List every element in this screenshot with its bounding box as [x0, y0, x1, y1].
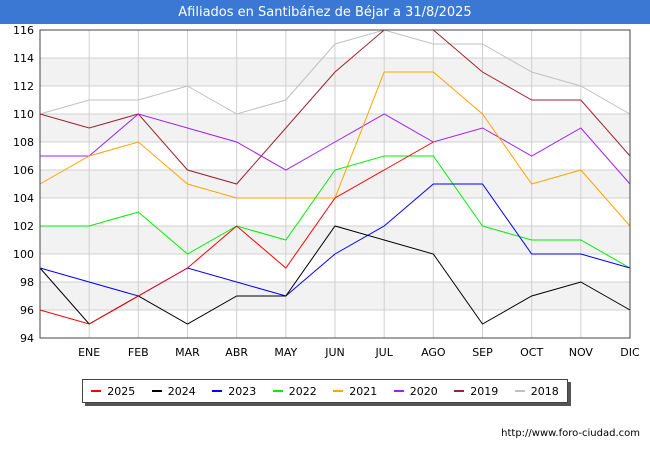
- series-line-2018: [39, 29, 631, 115]
- legend-item-2025: 2025: [91, 385, 135, 398]
- legend-swatch: [272, 390, 283, 392]
- y-tick-label: 110: [13, 108, 34, 121]
- legend-swatch: [333, 390, 344, 392]
- series-line-2025: [39, 141, 434, 325]
- y-tick-label: 104: [13, 192, 34, 205]
- x-tick-label: ENE: [78, 346, 100, 359]
- legend-swatch: [151, 390, 162, 392]
- legend-swatch: [514, 390, 525, 392]
- legend: 2025 2024 2023 2022 2021 2020 2019 2018: [82, 379, 568, 403]
- legend-label: 2025: [107, 384, 136, 398]
- legend-swatch: [212, 390, 223, 392]
- y-tick-label: 106: [13, 164, 34, 177]
- legend-swatch: [91, 390, 102, 392]
- y-tick-label: 114: [13, 52, 34, 65]
- chart-title: Afiliados en Santibáñez de Béjar a 31/8/…: [0, 0, 650, 24]
- series-line-2020: [40, 113, 631, 185]
- legend-item-2021: 2021: [333, 385, 377, 398]
- x-tick-label: JUN: [324, 346, 345, 359]
- legend-swatch: [454, 390, 465, 392]
- legend-label: 2019: [470, 384, 499, 398]
- y-tick-label: 102: [13, 220, 34, 233]
- x-tick-label: FEB: [128, 346, 149, 359]
- y-tick-label: 98: [20, 276, 34, 289]
- legend-label: 2023: [228, 384, 257, 398]
- legend-label: 2022: [288, 384, 317, 398]
- y-tick-label: 96: [20, 304, 34, 317]
- legend-item-2023: 2023: [212, 385, 256, 398]
- legend-item-2018: 2018: [514, 384, 559, 398]
- legend-swatch: [393, 390, 404, 392]
- legend-label: 2024: [167, 384, 196, 398]
- series-line-2022: [40, 155, 631, 269]
- y-tick-label: 112: [13, 80, 34, 93]
- x-tick-label: SEP: [472, 346, 493, 359]
- y-tick-label: 100: [13, 248, 34, 261]
- legend-label: 2020: [409, 384, 438, 398]
- x-tick-label: MAR: [175, 346, 200, 359]
- legend-item-2022: 2022: [272, 384, 317, 398]
- plot-frame: [39, 29, 631, 339]
- y-tick-label: 108: [13, 136, 34, 149]
- x-tick-label: ABR: [225, 346, 248, 359]
- legend-label: 2021: [349, 384, 378, 398]
- x-tick-label: DIC: [620, 346, 640, 359]
- x-tick-label: AGO: [421, 346, 446, 359]
- legend-item-2019: 2019: [454, 385, 498, 398]
- legend-label: 2018: [530, 384, 559, 398]
- legend-item-2020: 2020: [393, 384, 438, 398]
- footer-url[interactable]: http://www.foro-ciudad.com: [501, 428, 640, 439]
- x-tick-label: MAY: [274, 346, 297, 359]
- x-tick-label: OCT: [520, 346, 543, 359]
- y-tick-label: 94: [20, 332, 34, 345]
- x-tick-label: NOV: [569, 346, 594, 359]
- x-tick-label: JUL: [374, 346, 393, 359]
- y-tick-label: 116: [13, 24, 34, 37]
- legend-item-2024: 2024: [151, 384, 196, 398]
